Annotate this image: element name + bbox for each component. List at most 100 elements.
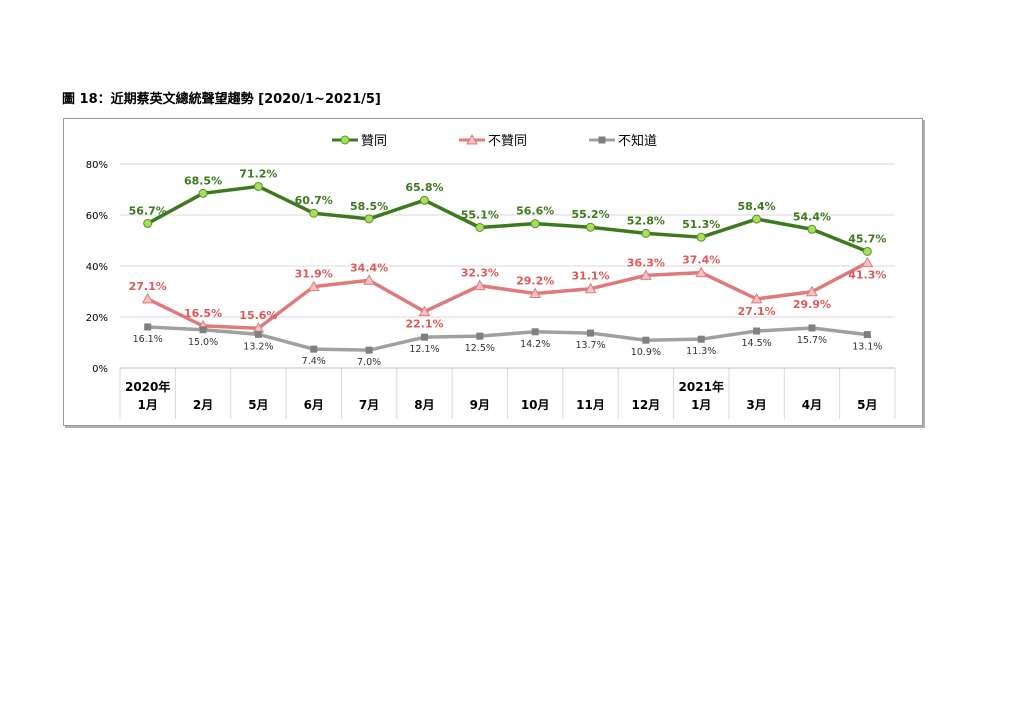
data-label: 29.2% — [516, 275, 554, 288]
data-label: 54.4% — [793, 210, 831, 223]
data-label: 51.3% — [682, 218, 720, 231]
data-label: 31.9% — [295, 268, 333, 281]
data-point — [476, 332, 484, 340]
data-point — [418, 305, 431, 317]
data-point — [695, 266, 708, 278]
x-tick-label: 1月 — [137, 398, 157, 412]
data-point — [753, 327, 761, 335]
data-label: 22.1% — [405, 318, 443, 331]
data-point — [144, 323, 152, 331]
x-tick-label: 8月 — [414, 398, 434, 412]
legend-marker — [340, 135, 350, 145]
data-point — [807, 224, 817, 234]
data-point — [697, 335, 705, 343]
data-label: 65.8% — [405, 181, 443, 194]
data-label: 41.3% — [848, 269, 886, 282]
x-tick-label: 7月 — [359, 398, 379, 412]
x-tick-label: 10月 — [521, 398, 550, 412]
data-label: 36.3% — [627, 256, 665, 269]
data-label: 71.2% — [239, 167, 277, 180]
data-point — [198, 188, 208, 198]
data-label: 56.6% — [516, 205, 554, 218]
data-point — [862, 246, 872, 256]
series-line-1 — [146, 184, 868, 254]
x-tick-label: 11月 — [576, 398, 605, 412]
y-tick-label: 80% — [86, 160, 108, 171]
legend-label: 不贊同 — [488, 134, 527, 149]
legend-label: 贊同 — [361, 134, 387, 149]
data-label: 10.9% — [631, 347, 661, 358]
series-line-3 — [147, 325, 868, 352]
data-point — [420, 333, 428, 341]
data-label: 15.0% — [188, 337, 218, 348]
data-label: 7.0% — [357, 357, 381, 368]
data-point — [641, 228, 651, 238]
x-tick-label: 5月 — [248, 398, 268, 412]
data-point — [750, 292, 763, 304]
data-point — [141, 292, 154, 304]
data-point — [309, 208, 319, 218]
data-label: 31.1% — [571, 270, 609, 283]
data-point — [808, 324, 816, 332]
data-label: 29.9% — [793, 298, 831, 311]
data-point — [530, 219, 540, 229]
data-label: 56.7% — [129, 204, 167, 217]
data-label: 16.1% — [133, 334, 163, 345]
data-label: 55.2% — [571, 208, 609, 221]
data-point — [806, 285, 818, 297]
data-label: 52.8% — [627, 214, 665, 227]
data-point — [310, 345, 318, 353]
data-label: 16.5% — [184, 307, 222, 320]
data-point — [696, 232, 706, 242]
data-label: 13.1% — [852, 342, 882, 353]
data-point — [143, 218, 153, 228]
data-label: 27.1% — [129, 280, 167, 293]
data-point — [642, 336, 650, 344]
data-label: 37.4% — [682, 254, 720, 267]
data-label: 27.1% — [738, 305, 776, 318]
x-tick-label: 2月 — [193, 398, 213, 412]
x-tick-label: 5月 — [857, 398, 877, 412]
year-label: 2021年 — [679, 379, 724, 394]
data-point — [199, 326, 207, 334]
x-tick-label: 9月 — [470, 398, 490, 412]
data-point — [586, 222, 596, 232]
data-point — [752, 214, 762, 224]
y-tick-label: 20% — [86, 313, 108, 324]
x-tick-label: 12月 — [632, 398, 661, 412]
data-point — [254, 330, 262, 338]
data-point — [253, 181, 263, 191]
data-point — [364, 214, 374, 224]
y-tick-label: 0% — [92, 364, 108, 375]
data-label: 60.7% — [295, 194, 333, 207]
chart-container: 0% 20% 40% 60% 80% 1月 2月 5月 6月 7月 8月 9月 10月 11月 12月 1月 3… — [63, 118, 923, 426]
y-tick-label: 60% — [86, 211, 108, 222]
data-point — [307, 280, 320, 292]
data-label: 58.5% — [350, 200, 388, 213]
x-tick-label: 6月 — [304, 398, 324, 412]
legend-label: 不知道 — [618, 133, 657, 149]
data-label: 12.1% — [409, 344, 439, 355]
x-tick-label: 3月 — [746, 398, 766, 412]
data-label: 34.4% — [350, 261, 388, 274]
legend-marker — [598, 136, 606, 144]
data-point — [365, 346, 373, 354]
data-point — [863, 331, 871, 339]
data-point — [529, 287, 542, 299]
series-line-2 — [146, 261, 869, 330]
data-point — [475, 222, 485, 232]
data-label: 15.7% — [797, 335, 827, 346]
data-label: 13.2% — [243, 341, 273, 352]
data-label: 13.7% — [575, 340, 605, 351]
data-label: 55.1% — [461, 208, 499, 221]
data-label: 12.5% — [465, 343, 495, 354]
data-label: 32.3% — [461, 267, 499, 280]
data-point — [584, 282, 597, 294]
legend-marker — [466, 133, 478, 145]
data-label: 58.4% — [738, 200, 776, 213]
data-label: 11.3% — [686, 346, 716, 357]
data-label: 15.6% — [239, 309, 277, 322]
data-point — [531, 328, 539, 336]
data-label: 7.4% — [302, 356, 326, 367]
data-point — [363, 274, 375, 285]
